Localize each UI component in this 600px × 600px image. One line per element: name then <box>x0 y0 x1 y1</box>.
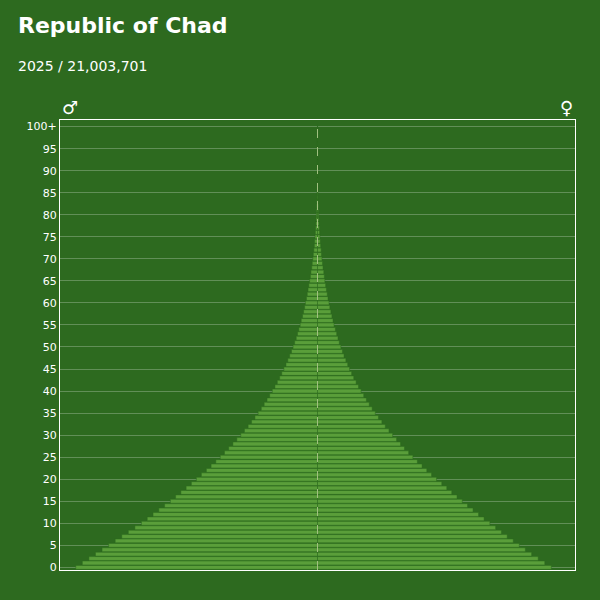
svg-text:60: 60 <box>43 297 57 310</box>
svg-text:5: 5 <box>50 539 57 552</box>
svg-text:0: 0 <box>50 561 57 574</box>
svg-text:25: 25 <box>43 451 57 464</box>
svg-text:20: 20 <box>43 473 57 486</box>
svg-text:10: 10 <box>43 517 57 530</box>
svg-text:95: 95 <box>43 143 57 156</box>
svg-text:Republic of Chad: Republic of Chad <box>18 13 228 38</box>
svg-text:15: 15 <box>43 495 57 508</box>
svg-text:70: 70 <box>43 253 57 266</box>
svg-text:100+: 100+ <box>27 120 57 133</box>
svg-text:65: 65 <box>43 275 57 288</box>
svg-text:2025 / 21,003,701: 2025 / 21,003,701 <box>18 58 147 74</box>
svg-text:45: 45 <box>43 363 57 376</box>
svg-text:55: 55 <box>43 319 57 332</box>
svg-text:30: 30 <box>43 429 57 442</box>
svg-text:90: 90 <box>43 165 57 178</box>
svg-text:85: 85 <box>43 187 57 200</box>
svg-text:75: 75 <box>43 231 57 244</box>
svg-text:35: 35 <box>43 407 57 420</box>
svg-text:50: 50 <box>43 341 57 354</box>
svg-text:40: 40 <box>43 385 57 398</box>
svg-text:♀: ♀ <box>560 97 573 118</box>
svg-text:♂: ♂ <box>62 97 78 118</box>
svg-text:80: 80 <box>43 209 57 222</box>
